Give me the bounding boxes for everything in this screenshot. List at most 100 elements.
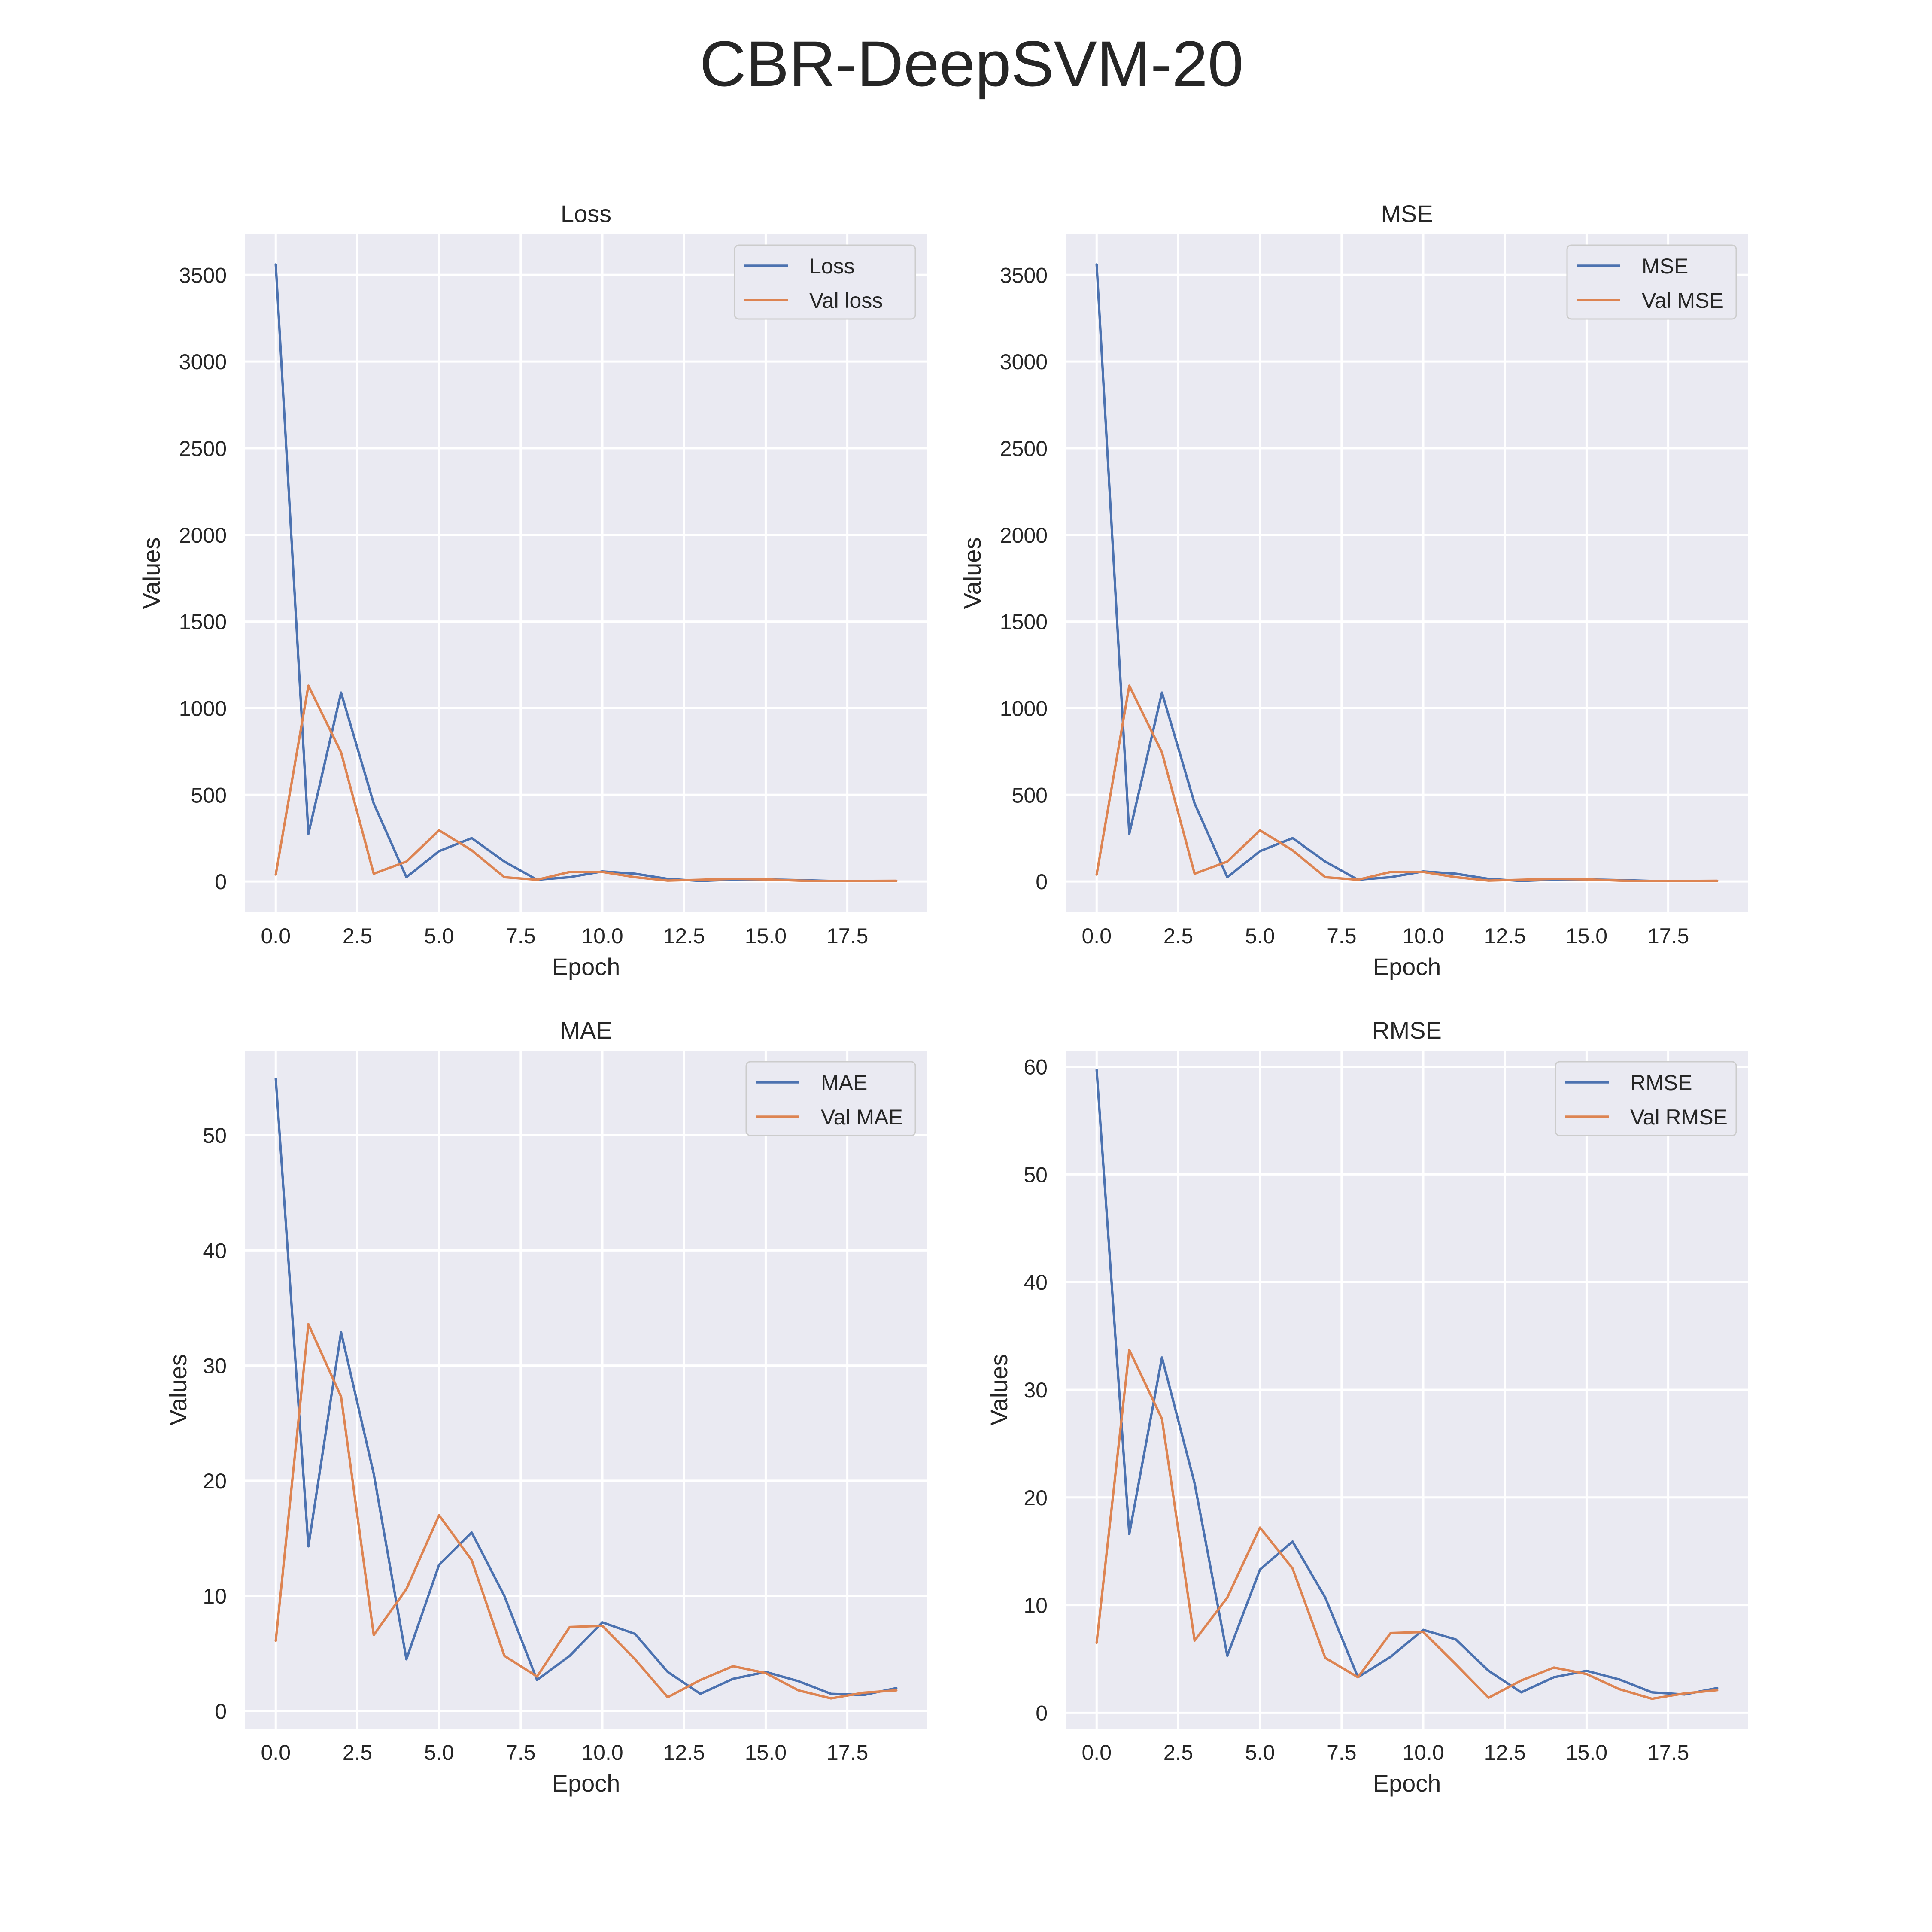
- series-line-val-loss: [274, 684, 898, 883]
- x-tick-label: 15.0: [745, 924, 787, 948]
- subplot-loss: 0.0 2.5 5.0 7.5 10.0 12.5 15.0 17.5 0 500 1000 1500…: [138, 200, 927, 980]
- y-tick-label: 20: [1024, 1486, 1048, 1510]
- x-axis-label: Epoch: [552, 953, 620, 980]
- y-tick-label: 3000: [179, 350, 227, 374]
- y-tick-label: 30: [203, 1354, 227, 1378]
- x-tick-label: 15.0: [1566, 924, 1607, 948]
- x-tick-label: 17.5: [1647, 1741, 1689, 1765]
- x-tick-label: 7.5: [1327, 924, 1357, 948]
- legend-entry: MSE: [1642, 254, 1688, 278]
- x-tick-label: 10.0: [581, 1741, 623, 1765]
- x-tick-label: 10.0: [581, 924, 623, 948]
- legend-entry: RMSE: [1630, 1071, 1692, 1095]
- x-tick-label: 7.5: [1327, 1741, 1357, 1765]
- series-line-mae: [274, 1077, 898, 1696]
- y-tick-label: 2000: [179, 523, 227, 547]
- y-tick-label: 40: [1024, 1270, 1048, 1294]
- legend: RMSE Val RMSE: [1555, 1061, 1737, 1136]
- y-tick-label: 2000: [1000, 523, 1048, 547]
- subplot-title: MSE: [1381, 200, 1433, 227]
- x-tick-label: 17.5: [826, 924, 868, 948]
- y-tick-label: 1000: [179, 696, 227, 720]
- x-tick-label: 0.0: [1082, 1741, 1112, 1765]
- y-tick-label: 10: [203, 1584, 227, 1608]
- y-tick-label: 3000: [1000, 350, 1048, 374]
- subplot-rmse: 0.0 2.5 5.0 7.5 10.0 12.5 15.0 17.5 0 10 20 30 40 50 6…: [985, 1017, 1748, 1797]
- x-tick-label: 0.0: [261, 1741, 291, 1765]
- y-tick-label: 0: [215, 1699, 227, 1723]
- legend-entry: Val RMSE: [1630, 1105, 1728, 1129]
- x-axis-label: Epoch: [552, 1770, 620, 1797]
- subplot-title: RMSE: [1372, 1017, 1442, 1044]
- y-tick-label: 10: [1024, 1594, 1048, 1618]
- plot-area: [1066, 234, 1748, 912]
- x-tick-label: 5.0: [424, 924, 454, 948]
- x-tick-label: 7.5: [506, 924, 536, 948]
- x-axis-label: Epoch: [1373, 1770, 1441, 1797]
- y-tick-label: 500: [191, 783, 227, 807]
- y-tick-label: 1500: [179, 610, 227, 634]
- subplot-mse: 0.0 2.5 5.0 7.5 10.0 12.5 15.0 17.5 0 500 1000 1500…: [959, 200, 1748, 980]
- subplot-grid: 0.0 2.5 5.0 7.5 10.0 12.5 15.0 17.5050010001500…: [138, 200, 1748, 1797]
- series-line-val-rmse: [1095, 1349, 1719, 1700]
- y-tick-label: 50: [203, 1124, 227, 1148]
- subplot-title: MAE: [560, 1017, 612, 1044]
- x-tick-label: 17.5: [826, 1741, 868, 1765]
- legend-entry: Loss: [809, 254, 855, 278]
- y-tick-label: 60: [1024, 1055, 1048, 1079]
- figure-title: CBR-DeepSVM-20: [699, 27, 1243, 100]
- y-tick-label: 3500: [179, 263, 227, 287]
- y-tick-label: 30: [1024, 1378, 1048, 1402]
- x-tick-label: 7.5: [506, 1741, 536, 1765]
- y-tick-label: 3500: [1000, 263, 1048, 287]
- y-tick-label: 20: [203, 1469, 227, 1493]
- x-tick-label: 12.5: [1484, 1741, 1526, 1765]
- y-axis-label: Values: [985, 1354, 1012, 1425]
- legend: MAE Val MAE: [745, 1061, 916, 1136]
- plot-area: [245, 1051, 927, 1729]
- x-tick-label: 2.5: [1163, 1741, 1194, 1765]
- y-tick-label: 0: [215, 870, 227, 894]
- legend-entry: MAE: [821, 1071, 867, 1095]
- legend-entry: Val MAE: [821, 1105, 903, 1129]
- y-tick-label: 0: [1036, 1701, 1048, 1725]
- y-tick-label: 50: [1024, 1163, 1048, 1187]
- x-tick-label: 12.5: [1484, 924, 1526, 948]
- x-axis-label: Epoch: [1373, 953, 1441, 980]
- series-line-val-mae: [274, 1323, 898, 1700]
- y-tick-label: 500: [1012, 783, 1048, 807]
- x-tick-label: 17.5: [1647, 924, 1689, 948]
- x-tick-label: 0.0: [1082, 924, 1112, 948]
- subplot-mae: 0.0 2.5 5.0 7.5 10.0 12.5 15.0 17.5 0 10 20 30 40 50 M…: [164, 1017, 927, 1797]
- subplot-title: Loss: [561, 200, 611, 227]
- x-tick-label: 15.0: [1566, 1741, 1607, 1765]
- x-tick-label: 10.0: [1402, 924, 1444, 948]
- legend-entry: Val MSE: [1642, 289, 1724, 313]
- x-tick-label: 10.0: [1402, 1741, 1444, 1765]
- y-tick-label: 1000: [1000, 696, 1048, 720]
- y-tick-label: 2500: [179, 437, 227, 461]
- x-tick-label: 2.5: [343, 1741, 373, 1765]
- x-tick-label: 2.5: [343, 924, 373, 948]
- x-tick-label: 5.0: [1245, 1741, 1275, 1765]
- x-tick-label: 15.0: [745, 1741, 787, 1765]
- y-axis-label: Values: [138, 537, 165, 609]
- series-line-rmse: [1095, 1069, 1719, 1696]
- x-tick-label: 12.5: [663, 924, 705, 948]
- y-tick-label: 40: [203, 1239, 227, 1263]
- legend: Loss Val loss: [734, 244, 916, 320]
- legend: MSE Val MSE: [1566, 244, 1737, 320]
- y-axis-label: Values: [959, 537, 986, 609]
- y-tick-label: 0: [1036, 870, 1048, 894]
- x-tick-label: 5.0: [424, 1741, 454, 1765]
- y-tick-label: 1500: [1000, 610, 1048, 634]
- y-axis-label: Values: [164, 1354, 191, 1425]
- plot-area: [245, 234, 927, 912]
- x-tick-label: 5.0: [1245, 924, 1275, 948]
- legend-entry: Val loss: [809, 289, 883, 313]
- x-tick-label: 0.0: [261, 924, 291, 948]
- x-tick-label: 2.5: [1163, 924, 1194, 948]
- series-line-val-mse: [1095, 684, 1719, 883]
- x-tick-label: 12.5: [663, 1741, 705, 1765]
